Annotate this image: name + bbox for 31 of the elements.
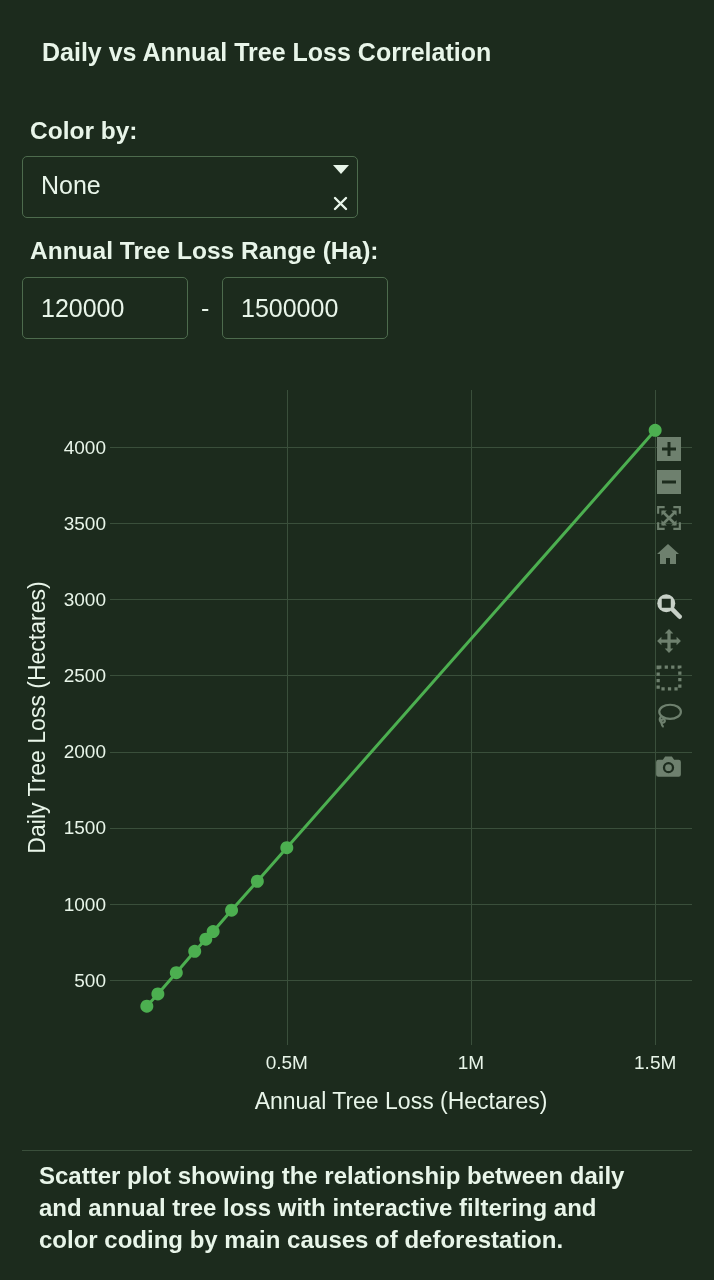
text: Annual Tree Loss Range (Ha): (30, 236, 379, 266)
point (280, 841, 294, 855)
x-axis-title: Annual Tree Loss (Hectares) (254, 1087, 548, 1114)
point (648, 423, 662, 437)
y-tick-label: 3000 (63, 588, 106, 610)
y-tick-label: 1500 (63, 817, 106, 839)
point (199, 932, 213, 946)
point (140, 999, 154, 1013)
point (151, 987, 165, 1001)
y-tick-label: 4000 (63, 436, 106, 458)
x-tick-label: 0.5M (265, 1052, 308, 1073)
point (169, 966, 183, 980)
y-tick-label: 2000 (63, 741, 106, 763)
y-tick-label: 500 (74, 969, 106, 991)
text: 1500000 (241, 293, 339, 323)
text: Scatter plot showing the relationship between daily and annual tree loss with interactive filtering and color coding by main causes of deforestation. (39, 1161, 626, 1255)
y-tick-label: 2500 (63, 665, 106, 687)
point (188, 944, 202, 958)
point (250, 874, 264, 888)
y-axis-title: Daily Tree Loss (Hectares) (23, 581, 50, 854)
chart-title: Daily vs Annual Tree Loss Correlation (42, 37, 492, 67)
point (206, 925, 220, 939)
text: Color by: (30, 116, 138, 146)
y-tick-label: 1000 (63, 893, 106, 915)
x-tick-label: 1.5M (634, 1052, 677, 1073)
text: - (201, 293, 210, 323)
text: None (41, 170, 101, 200)
point (225, 903, 239, 917)
text: 120000 (41, 293, 125, 323)
y-tick-label: 3500 (63, 512, 106, 534)
x-tick-label: 1M (457, 1052, 485, 1073)
